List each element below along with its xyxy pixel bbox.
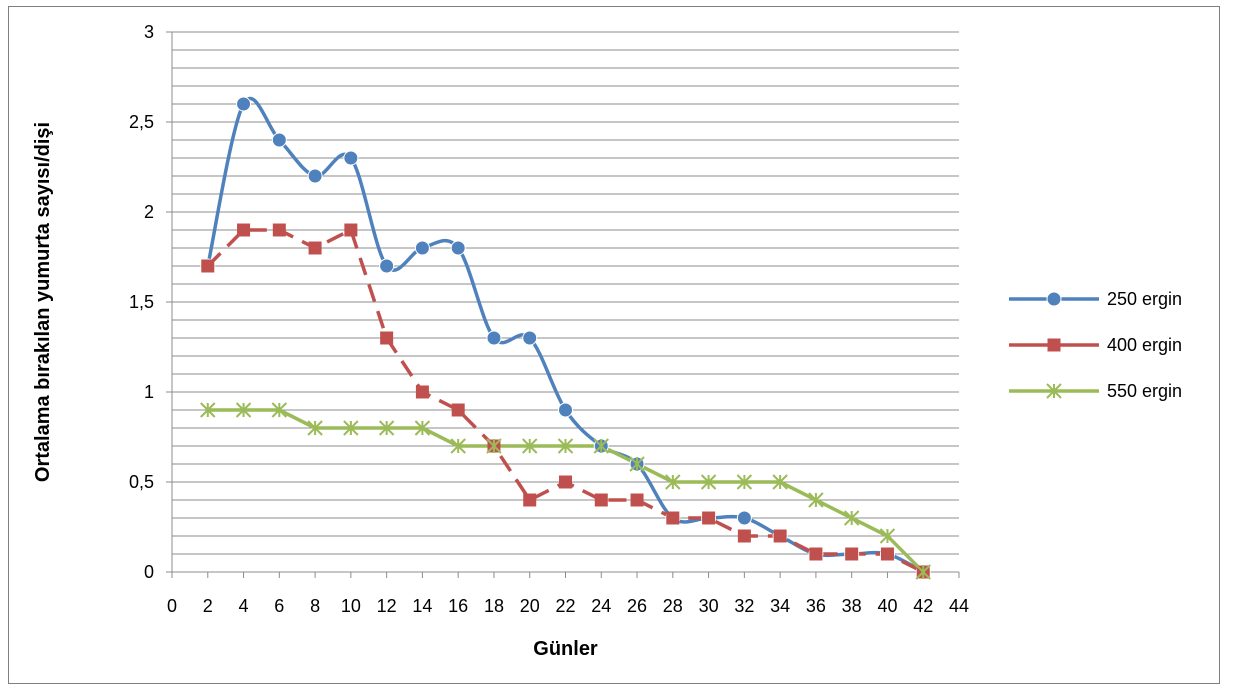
x-tick-label: 16 xyxy=(448,596,468,616)
data-point-250-ergin xyxy=(379,258,395,274)
data-point-400-ergin xyxy=(201,259,215,273)
data-point-250-ergin xyxy=(414,240,430,256)
data-point-250-ergin xyxy=(343,150,359,166)
legend-label-400-ergin: 400 ergin xyxy=(1107,335,1182,355)
data-point-400-ergin xyxy=(880,547,894,561)
data-point-550-ergin xyxy=(879,528,896,544)
data-point-400-ergin xyxy=(594,493,608,507)
data-point-550-ergin xyxy=(450,438,466,454)
y-tick-label: 3 xyxy=(144,22,154,42)
x-axis-title: Günler xyxy=(533,638,598,660)
data-point-550-ergin xyxy=(486,438,502,454)
data-point-550-ergin xyxy=(522,438,538,454)
data-point-400-ergin xyxy=(773,529,787,543)
data-point-250-ergin xyxy=(236,96,252,112)
x-tick-label: 24 xyxy=(591,596,611,616)
x-tick-label: 42 xyxy=(913,596,933,616)
data-point-400-ergin xyxy=(559,475,572,489)
y-axis-title: Ortalama bırakılan yumurta sayısı/dişi xyxy=(32,122,54,482)
data-point-400-ergin xyxy=(272,223,286,237)
data-point-250-ergin xyxy=(450,240,466,256)
x-tick-label: 18 xyxy=(484,596,504,616)
y-tick-label: 1,5 xyxy=(129,292,154,312)
x-tick-label: 2 xyxy=(203,596,213,616)
chart-frame: 0 0,5 1 1,5 2 2,5 3 0 2 4 6 8 10 12 14 16 18 20 22 24 26 28 30… xyxy=(8,6,1220,684)
x-tick-label: 28 xyxy=(663,596,683,616)
data-point-550-ergin xyxy=(736,474,753,490)
data-point-550-ergin xyxy=(665,474,681,490)
data-point-250-ergin xyxy=(271,132,287,148)
series-line-400-ergin xyxy=(206,228,925,574)
x-tick-label: 14 xyxy=(412,596,432,616)
line-chart: 00,511,522,530 2 4 6 8 10 12 14 16 18 20 22 24 26 28 30… xyxy=(32,22,1182,660)
y-tick-label: 1 xyxy=(144,382,154,402)
data-point-550-ergin xyxy=(808,492,824,508)
legend-marker-400-ergin xyxy=(1047,338,1061,352)
data-point-400-ergin xyxy=(702,511,716,525)
y-tick-label: 0,5 xyxy=(129,472,154,492)
x-tick-label: 8 xyxy=(310,596,320,616)
data-point-550-ergin xyxy=(629,456,645,472)
data-point-250-ergin xyxy=(486,330,502,346)
legend-marker-550-ergin xyxy=(1046,383,1062,399)
data-point-400-ergin xyxy=(308,241,322,255)
data-point-550-ergin xyxy=(343,420,359,436)
data-point-550-ergin xyxy=(414,420,431,436)
y-tick-label: 2,5 xyxy=(129,112,154,132)
data-point-550-ergin xyxy=(200,402,216,418)
legend-label-250-ergin: 250 ergin xyxy=(1107,289,1182,309)
x-tick-label: 12 xyxy=(377,596,397,616)
data-point-250-ergin xyxy=(736,510,752,526)
data-point-400-ergin xyxy=(237,223,251,237)
x-tick-label: 36 xyxy=(806,596,826,616)
x-tick-label: 44 xyxy=(949,596,969,616)
x-tick-label: 6 xyxy=(274,596,284,616)
x-tick-label: 30 xyxy=(699,596,719,616)
y-tick-label: 2 xyxy=(144,202,154,222)
x-tick-label: 32 xyxy=(734,596,754,616)
data-point-400-ergin xyxy=(523,493,537,507)
data-point-550-ergin xyxy=(593,438,609,454)
data-point-550-ergin xyxy=(843,510,860,526)
data-point-550-ergin xyxy=(235,402,252,418)
data-point-550-ergin xyxy=(772,474,788,490)
legend-label-550-ergin: 550 ergin xyxy=(1107,381,1182,401)
x-tick-label: 40 xyxy=(877,596,897,616)
data-point-400-ergin xyxy=(845,547,859,561)
data-point-550-ergin xyxy=(557,438,574,454)
data-point-550-ergin xyxy=(378,420,395,436)
x-tick-label: 34 xyxy=(770,596,790,616)
data-point-400-ergin xyxy=(737,529,751,543)
data-point-550-ergin xyxy=(700,474,717,490)
data-point-550-ergin xyxy=(915,564,931,580)
data-point-400-ergin xyxy=(415,385,429,399)
data-point-400-ergin xyxy=(666,511,680,525)
y-tick-label: 0 xyxy=(144,562,154,582)
x-tick-label: 4 xyxy=(239,596,249,616)
x-tick-label: 26 xyxy=(627,596,647,616)
data-point-400-ergin xyxy=(451,403,465,417)
x-tick-label: 0 xyxy=(167,596,177,616)
x-tick-label: 10 xyxy=(341,596,361,616)
data-point-250-ergin xyxy=(558,402,573,418)
data-point-400-ergin xyxy=(809,547,823,561)
data-point-550-ergin xyxy=(271,402,288,418)
x-tick-label: 20 xyxy=(520,596,540,616)
x-tick-label: 38 xyxy=(842,596,862,616)
legend-marker-250-ergin xyxy=(1046,291,1062,307)
data-point-400-ergin xyxy=(630,493,644,507)
data-point-550-ergin xyxy=(307,420,323,436)
data-point-250-ergin xyxy=(307,168,323,184)
x-tick-label: 22 xyxy=(555,596,575,616)
data-point-400-ergin xyxy=(380,331,394,345)
data-point-400-ergin xyxy=(344,223,358,237)
data-point-250-ergin xyxy=(522,330,538,346)
